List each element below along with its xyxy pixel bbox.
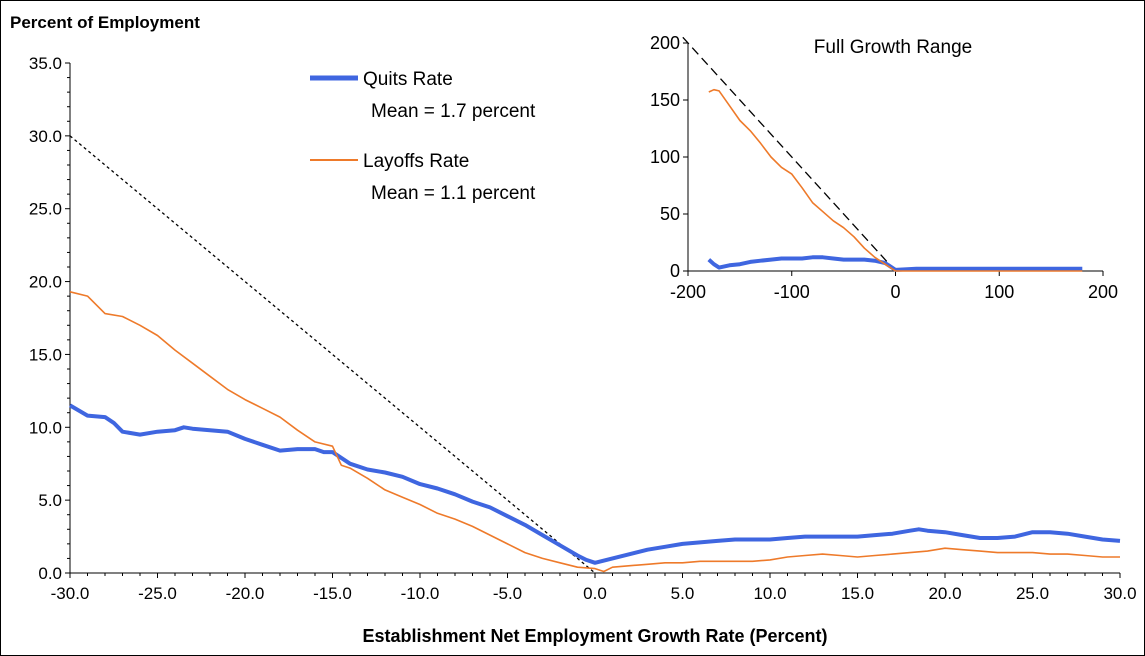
main-x-tick-label: 5.0 xyxy=(671,584,695,603)
main-x-tick-label: 30.0 xyxy=(1103,584,1136,603)
inset-x-tick-label: 0 xyxy=(890,282,900,302)
main-y-tick-label: 10.0 xyxy=(29,418,62,437)
legend-note-quits: Mean = 1.7 percent xyxy=(371,101,536,122)
inset-y-tick-label: 0 xyxy=(670,261,680,281)
main-y-tick-label: 5.0 xyxy=(38,491,62,510)
main-quits-rate-line xyxy=(68,403,1121,565)
main-y-tick-label: 0.0 xyxy=(38,564,62,583)
main-layoffs-rate-line xyxy=(69,291,1120,573)
main-x-tick-label: -25.0 xyxy=(138,584,177,603)
inset-y-tick-label: 50 xyxy=(660,204,680,224)
inset-y-tick-label: 150 xyxy=(650,90,680,110)
inset-chart: Full Growth Range 0 50 100 150 200 -200 -100 0 1… xyxy=(650,33,1118,302)
legend-note-layoffs: Mean = 1.1 percent xyxy=(371,183,536,204)
main-series xyxy=(68,135,1121,574)
main-x-tick-label: -5.0 xyxy=(493,584,522,603)
main-axes: 0.0 5.0 10.0 15.0 20.0 25.0 30.0 35.0 -30.0 -25.0… xyxy=(29,54,1137,603)
main-x-tick-label: 10.0 xyxy=(753,584,786,603)
inset-series xyxy=(682,36,1083,272)
main-x-tick-label: -10.0 xyxy=(401,584,440,603)
main-y-tick-label: 15.0 xyxy=(29,345,62,364)
main-y-tick-label: 25.0 xyxy=(29,200,62,219)
inset-x-tick-label: -200 xyxy=(670,282,706,302)
inset-title: Full Growth Range xyxy=(814,37,972,58)
inset-y-tick-label: 100 xyxy=(650,147,680,167)
inset-layoffs-rate-line xyxy=(708,88,1083,272)
main-chart: Percent of Employment Establishment Net … xyxy=(10,13,1137,646)
main-x-tick-label: 20.0 xyxy=(928,584,961,603)
inset-x-tick-label: 100 xyxy=(984,282,1014,302)
legend-label-quits: Quits Rate xyxy=(363,69,453,90)
main-y-tick-label: 30.0 xyxy=(29,127,62,146)
main-y-tick-label: 20.0 xyxy=(29,273,62,292)
main-x-tick-label: 15.0 xyxy=(841,584,874,603)
main-x-tick-label: -15.0 xyxy=(313,584,352,603)
legend: Quits Rate Mean = 1.7 percent Layoffs Ra… xyxy=(310,69,536,204)
inset-y-tick-label: 200 xyxy=(650,33,680,53)
main-y-tick-label: 35.0 xyxy=(29,54,62,73)
inset-x-tick-label: -100 xyxy=(774,282,810,302)
x-axis-label: Establishment Net Employment Growth Rate… xyxy=(362,626,827,646)
y-axis-label: Percent of Employment xyxy=(10,13,200,32)
legend-label-layoffs: Layoffs Rate xyxy=(363,151,469,172)
main-x-tick-label: 25.0 xyxy=(1016,584,1049,603)
main-x-tick-label: -30.0 xyxy=(51,584,90,603)
main-x-tick-label: 0.0 xyxy=(583,584,607,603)
inset-x-tick-label: 200 xyxy=(1088,282,1118,302)
inset-reference-line xyxy=(682,36,896,272)
inset-quits-rate-line xyxy=(707,255,1083,272)
main-x-tick-label: -20.0 xyxy=(226,584,265,603)
